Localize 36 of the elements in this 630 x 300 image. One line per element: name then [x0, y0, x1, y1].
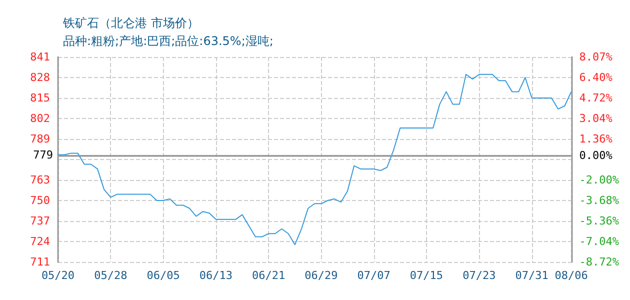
line-series [58, 74, 572, 246]
y2-tick-label: 0.00% [579, 149, 613, 162]
y-tick-label: 750 [30, 194, 50, 207]
x-tick-label: 08/06 [554, 269, 588, 282]
x-tick-label: 05/28 [94, 269, 128, 282]
y2-tick-label: 1.36% [579, 132, 613, 146]
x-tick-label: 06/21 [252, 269, 286, 282]
y-tick-label: 724 [30, 235, 50, 248]
y2-tick-label: -2.00% [579, 173, 620, 186]
y-tick-label: 802 [30, 112, 50, 125]
x-tick-label: 07/23 [462, 269, 496, 282]
y-tick-label: 789 [30, 132, 50, 146]
y2-tick-label: 6.40% [579, 70, 613, 84]
x-tick-label: 06/29 [304, 269, 338, 282]
y-tick-label: 737 [30, 214, 50, 228]
ref-line-label: 779 [33, 148, 53, 162]
y2-tick-label: -7.04% [579, 234, 620, 248]
x-tick-label: 07/15 [410, 269, 444, 282]
x-tick-label: 07/07 [357, 269, 390, 282]
x-tick-label: 06/13 [199, 269, 232, 282]
x-tick-label: 07/31 [515, 269, 548, 282]
y2-tick-label: -5.36% [579, 214, 620, 228]
x-tick-label: 06/05 [146, 269, 180, 282]
y-tick-label: 841 [30, 50, 50, 64]
y-tick-label: 763 [30, 174, 50, 186]
y-tick-label: 711 [30, 256, 50, 268]
y2-tick-label: -8.72% [579, 256, 620, 268]
chart-title: 铁矿石（北仑港 市场价） [62, 16, 199, 30]
y-tick-label: 828 [30, 71, 50, 84]
x-tick-label: 05/20 [41, 269, 75, 282]
y2-tick-label: 8.07% [579, 50, 613, 64]
y2-tick-label: 4.72% [579, 91, 613, 104]
y-tick-label: 815 [30, 92, 50, 104]
y2-tick-label: -3.68% [579, 194, 620, 207]
y2-tick-label: 3.04% [579, 112, 613, 125]
chart-subtitle: 品种:粗粉;产地:巴西;品位:63.5%;湿吨; [63, 34, 274, 48]
